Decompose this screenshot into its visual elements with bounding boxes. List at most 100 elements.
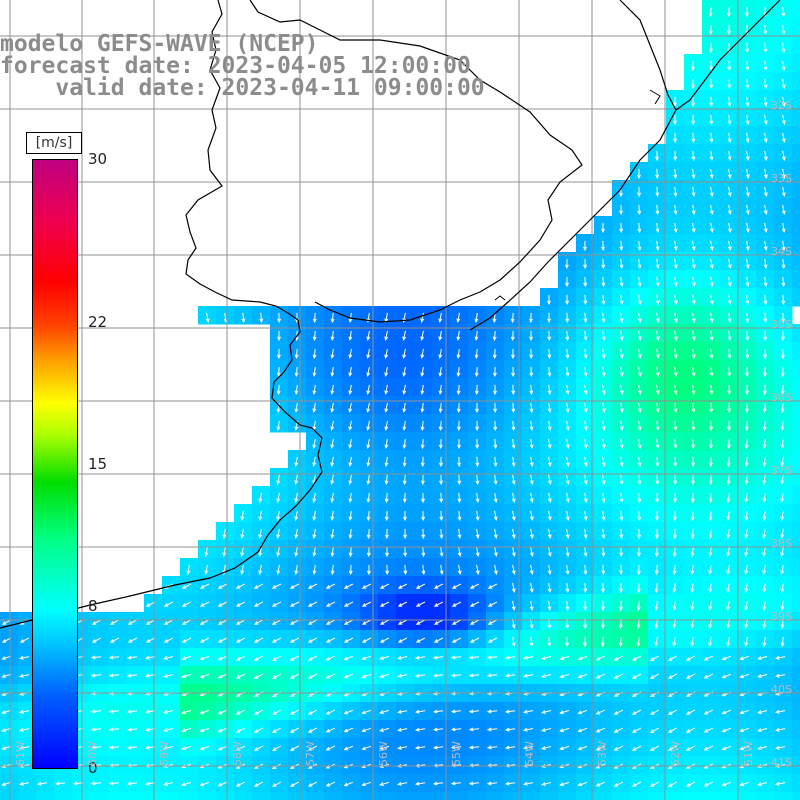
wind-arrow [90,673,102,678]
wind-arrow [366,456,371,468]
wind-arrow [673,132,678,144]
wind-arrow [414,781,426,786]
wind-arrow [402,474,407,486]
wind-arrow [529,402,534,414]
wind-arrow [438,438,443,450]
wind-arrow [780,528,785,540]
wind-arrow [475,564,480,576]
wind-speed-cell [594,792,613,800]
wind-arrow [619,366,624,378]
wind-arrow [330,564,335,576]
wind-arrow [637,258,642,270]
wind-arrow [307,745,318,751]
wind-arrow [673,420,678,432]
wind-arrow [271,601,282,607]
wind-arrow [108,727,120,732]
wind-arrow [511,474,516,486]
wind-arrow [780,510,785,522]
wind-arrow [199,709,210,715]
wind-arrow [348,546,353,558]
wind-arrow [19,673,30,678]
wind-arrow [577,781,588,787]
wind-arrow [475,510,480,522]
wind-arrow [726,564,731,576]
wind-arrow [619,456,624,468]
wind-arrow [420,456,425,468]
wind-arrow [271,655,282,661]
wind-arrow [258,492,263,504]
wind-arrow [559,727,570,733]
wind-arrow [384,402,389,414]
wind-arrow [703,745,714,751]
wind-arrow [366,528,371,540]
wind-arrow [745,294,750,306]
wind-speed-cell [252,792,271,800]
wind-speed-cell [792,18,800,37]
wind-arrow [613,673,624,679]
wind-arrow [379,745,390,750]
wind-arrow [601,456,606,468]
wind-arrow [745,114,750,126]
wind-arrow [583,384,588,396]
wind-arrow [577,655,588,661]
wind-arrow [109,619,120,625]
wind-arrow [217,637,228,643]
wind-speed-cell [522,792,541,800]
wind-arrow [781,294,786,306]
wind-arrow [330,330,335,342]
wind-arrow [253,673,264,679]
wind-speed-cell [792,414,800,433]
wind-arrow [654,636,659,648]
wind-arrow [163,746,174,750]
wind-arrow [90,727,102,732]
wind-arrow [745,258,750,270]
wind-arrow [415,601,426,607]
wind-arrow [253,619,264,625]
wind-arrow [708,492,713,504]
wind-arrow [361,673,372,679]
wind-arrow [366,510,371,522]
wind-arrow [366,564,371,576]
wind-arrow [348,384,353,396]
wind-arrow [631,673,642,679]
wind-arrow [655,186,660,198]
wind-arrow [108,745,120,750]
longitude-label: 54W [523,741,536,766]
wind-arrow [649,781,660,787]
wind-arrow [565,348,570,360]
wind-arrow [511,600,516,612]
wind-arrow [613,655,624,661]
wind-speed-cell [576,792,595,800]
wind-arrow [727,78,732,90]
wind-arrow [745,348,750,360]
wind-arrow [504,673,516,678]
wind-arrow [763,258,768,270]
wind-arrow [312,528,317,540]
wind-arrow [547,456,552,468]
wind-arrow [421,510,426,522]
wind-arrow [690,510,695,522]
colorbar-tick-label: 15 [88,455,108,473]
wind-speed-cell [792,108,800,127]
wind-arrow [312,366,317,378]
wind-arrow [199,781,210,787]
wind-arrow [468,709,480,714]
wind-arrow [595,673,606,679]
wind-arrow [91,619,102,625]
wind-arrow [450,709,462,714]
wind-arrow [330,420,335,432]
wind-arrow [384,474,389,486]
wind-speed-cell [216,792,235,800]
wind-arrow [241,312,246,324]
wind-arrow [763,312,768,324]
wind-arrow [726,492,731,504]
wind-arrow [403,546,408,558]
wind-arrow [565,420,570,432]
wind-arrow [307,655,318,661]
wind-arrow [601,420,606,432]
wind-arrow [271,709,282,715]
wind-speed-cell [648,792,667,800]
wind-arrow [547,510,552,522]
wind-arrow [414,727,426,732]
